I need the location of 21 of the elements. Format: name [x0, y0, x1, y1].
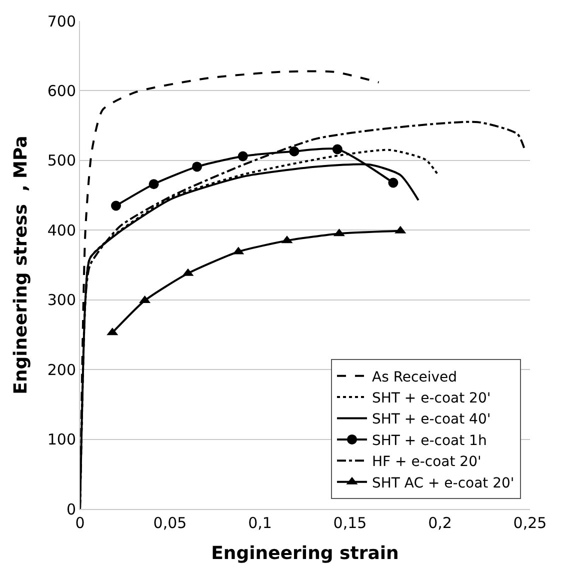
x-tick-label: 0,05 [153, 514, 187, 532]
y-tick-label: 600 [47, 82, 76, 100]
y-tick-label: 100 [47, 430, 76, 449]
legend-label: SHT AC + e-coat 20' [372, 475, 514, 492]
y-tick-label: 500 [47, 152, 76, 170]
y-tick-label: 200 [47, 360, 76, 379]
x-axis-title: Engineering strain [211, 543, 399, 564]
y-axis-title: Engineering stress , MPa [10, 136, 32, 394]
legend-label: As Received [372, 369, 458, 386]
y-tick-label: 0 [66, 500, 76, 518]
legend-label: SHT + e-coat 40' [372, 412, 491, 428]
y-tick-label: 700 [47, 12, 76, 30]
y-tick-label: 300 [47, 291, 76, 310]
x-tick-label: 0,2 [428, 514, 452, 532]
x-tick-label: 0,25 [513, 514, 547, 532]
x-tick-label: 0,1 [248, 514, 272, 532]
legend-label: SHT + e-coat 20' [372, 390, 491, 406]
y-tick-label: 400 [47, 221, 76, 240]
legend-label: SHT + e-coat 1h [372, 432, 487, 449]
legend-label: HF + e-coat 20' [372, 454, 482, 470]
x-tick-label: 0,15 [333, 514, 367, 532]
